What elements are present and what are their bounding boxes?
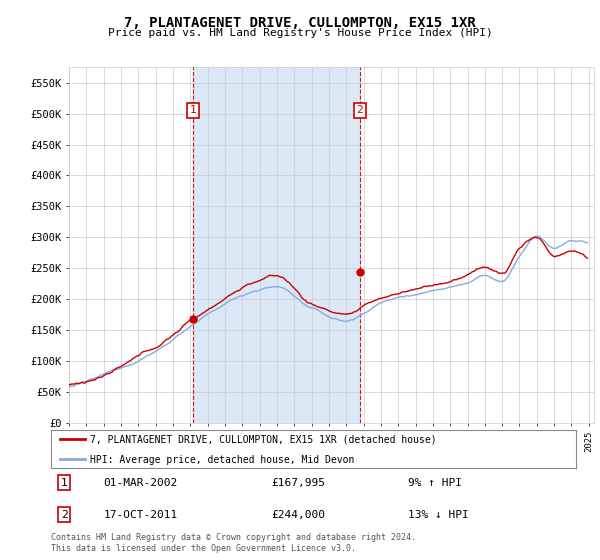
Text: 17-OCT-2011: 17-OCT-2011	[104, 510, 178, 520]
Text: £244,000: £244,000	[271, 510, 325, 520]
Text: HPI: Average price, detached house, Mid Devon: HPI: Average price, detached house, Mid …	[91, 455, 355, 465]
Text: 2: 2	[61, 510, 67, 520]
Text: 7, PLANTAGENET DRIVE, CULLOMPTON, EX15 1XR (detached house): 7, PLANTAGENET DRIVE, CULLOMPTON, EX15 1…	[91, 435, 437, 445]
Text: 13% ↓ HPI: 13% ↓ HPI	[408, 510, 469, 520]
Text: 1: 1	[61, 478, 67, 488]
Text: 9% ↑ HPI: 9% ↑ HPI	[408, 478, 462, 488]
Text: 2: 2	[356, 105, 363, 115]
Bar	[193, 67, 360, 423]
Text: 1: 1	[190, 105, 197, 115]
Text: 7, PLANTAGENET DRIVE, CULLOMPTON, EX15 1XR: 7, PLANTAGENET DRIVE, CULLOMPTON, EX15 1…	[124, 16, 476, 30]
Text: 01-MAR-2002: 01-MAR-2002	[104, 478, 178, 488]
Text: £167,995: £167,995	[271, 478, 325, 488]
Text: Contains HM Land Registry data © Crown copyright and database right 2024.
This d: Contains HM Land Registry data © Crown c…	[51, 533, 416, 553]
Text: Price paid vs. HM Land Registry's House Price Index (HPI): Price paid vs. HM Land Registry's House …	[107, 28, 493, 38]
